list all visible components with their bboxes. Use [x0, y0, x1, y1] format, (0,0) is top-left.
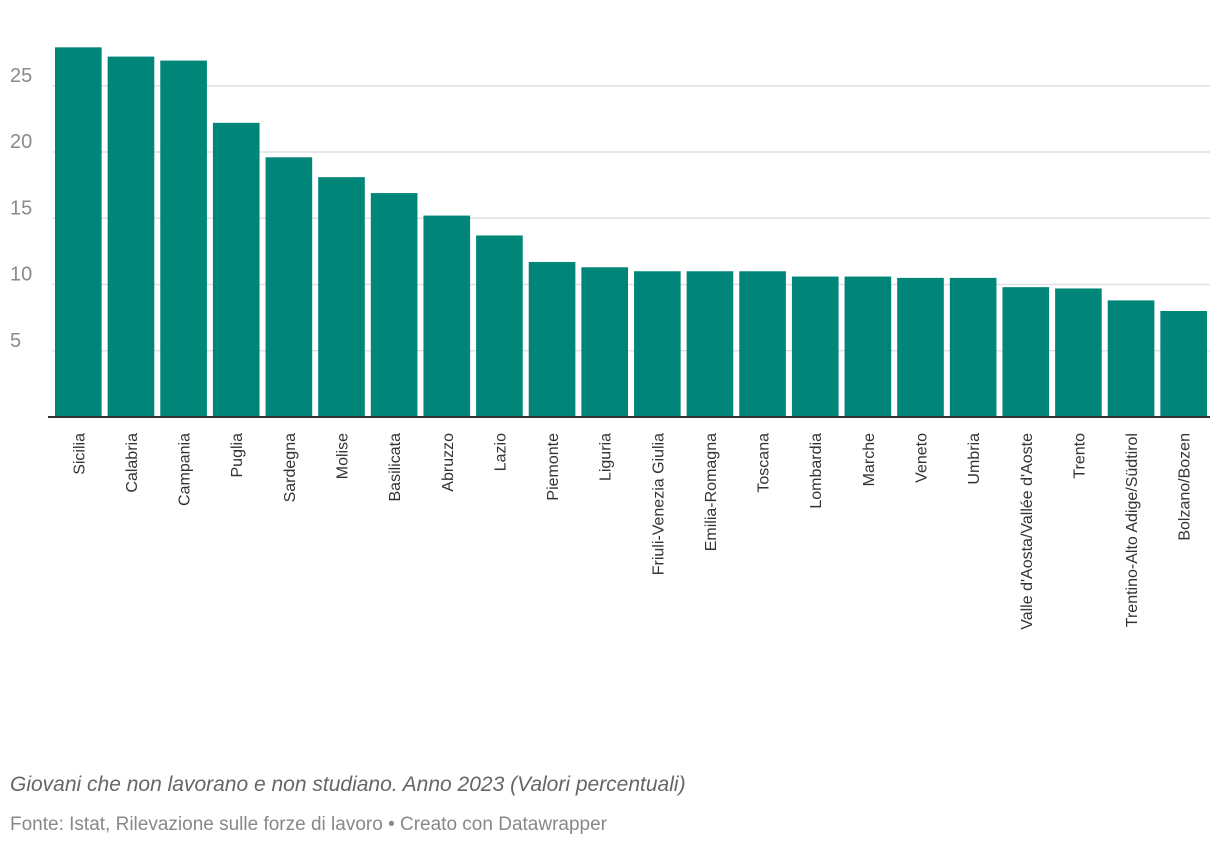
bar [1107, 300, 1155, 417]
x-tick-label: Valle d'Aosta/Vallée d'Aoste [1019, 433, 1036, 630]
x-tick-label: Emilia-Romagna [703, 433, 720, 551]
bar [844, 276, 892, 417]
y-tick-label: 10 [10, 264, 32, 286]
bar [370, 193, 418, 417]
x-tick-label: Campania [177, 433, 194, 506]
bar [634, 271, 681, 417]
y-tick-label: 5 [10, 330, 21, 352]
x-tick-label: Friuli-Venezia Giulia [650, 433, 667, 575]
y-tick-label: 25 [10, 65, 32, 87]
x-tick-label: Trentino-Alto Adige/Südtirol [1124, 433, 1141, 627]
x-axis-labels: Sicilia Calabria Campania Puglia Sardegna Mol… [71, 433, 1193, 630]
bar [160, 60, 207, 417]
x-tick-label: Abruzzo [440, 433, 457, 492]
x-tick-label: Piemonte [545, 433, 562, 501]
bar [265, 157, 313, 418]
bar [581, 267, 628, 417]
chart-caption: Giovani che non lavorano e non studiano.… [10, 773, 686, 796]
bars [55, 47, 1207, 418]
x-tick-label: Bolzano/Bozen [1177, 433, 1194, 541]
bar [686, 271, 734, 417]
bar [528, 261, 576, 417]
x-tick-label: Lombardia [808, 433, 825, 509]
bar [1002, 287, 1050, 417]
y-tick-label: 15 [10, 197, 32, 219]
y-axis-ticks: 5 10 15 20 25 [10, 65, 32, 352]
bar [897, 277, 944, 417]
x-tick-label: Lazio [492, 433, 509, 471]
x-tick-label: Puglia [229, 433, 246, 478]
x-tick-label: Calabria [124, 433, 141, 493]
bar [476, 235, 523, 417]
x-tick-label: Marche [861, 433, 878, 486]
x-tick-label: Toscana [756, 433, 773, 493]
bar [739, 271, 786, 417]
bar [1055, 288, 1102, 417]
x-tick-label: Molise [335, 433, 352, 479]
x-tick-label: Umbria [966, 433, 983, 485]
chart-source: Fonte: Istat, Rilevazione sulle forze di… [10, 814, 607, 835]
x-tick-label: Sardegna [282, 433, 299, 502]
y-tick-label: 20 [10, 131, 32, 153]
bar [791, 276, 839, 417]
bar [107, 56, 155, 417]
x-tick-label: Trento [1071, 433, 1088, 479]
x-tick-label: Veneto [914, 433, 931, 483]
bar [1160, 311, 1207, 417]
bar [318, 177, 365, 417]
x-tick-label: Sicilia [71, 433, 88, 475]
bar [212, 122, 260, 417]
bar [55, 47, 102, 417]
bar [423, 215, 471, 417]
x-tick-label: Liguria [598, 433, 615, 481]
x-tick-label: Basilicata [387, 433, 404, 502]
bar [949, 277, 997, 417]
